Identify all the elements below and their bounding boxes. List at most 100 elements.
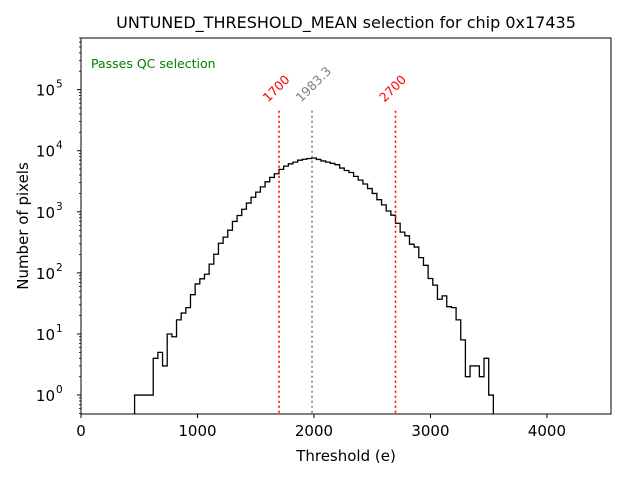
histogram-bin — [251, 197, 256, 414]
histogram-bin — [419, 258, 424, 414]
y-tick-label: 10 — [36, 265, 55, 283]
histogram-bin — [479, 377, 484, 414]
histogram-bin — [409, 244, 414, 414]
histogram-bin — [316, 159, 321, 414]
histogram-bin — [451, 308, 456, 414]
histogram-bin — [163, 366, 168, 414]
histogram-bin — [344, 170, 349, 414]
histogram-bin — [433, 285, 438, 414]
histogram-bin — [190, 295, 195, 414]
histogram-bin — [158, 352, 163, 414]
histogram-bin — [195, 284, 200, 414]
y-tick-label: 10 — [36, 204, 55, 222]
histogram-bin — [363, 184, 368, 414]
histogram-bin — [321, 161, 326, 414]
histogram-step-line — [133, 157, 494, 414]
histogram-bin — [186, 308, 191, 414]
histogram-bin — [330, 163, 335, 414]
histogram-bin — [144, 395, 149, 414]
histogram-bin — [288, 164, 293, 414]
histogram-bin — [242, 209, 247, 414]
histogram-bin — [340, 168, 345, 414]
qc-annotation: Passes QC selection — [91, 56, 216, 71]
threshold-label: 1700 — [260, 72, 293, 105]
x-tick-label: 0 — [76, 422, 86, 440]
histogram-bin — [135, 395, 140, 414]
histogram-bin — [139, 395, 144, 414]
histogram-bin — [428, 278, 433, 414]
y-tick-exponent: 0 — [56, 384, 63, 396]
y-tick-exponent: 3 — [56, 201, 63, 213]
axes-frame — [80, 37, 612, 415]
histogram-bin — [414, 247, 419, 414]
y-tick-exponent: 2 — [56, 262, 63, 274]
histogram-bin — [335, 165, 340, 414]
y-tick-label: 10 — [36, 143, 55, 161]
y-tick-label: 10 — [36, 82, 55, 100]
x-tick-label: 4000 — [528, 422, 566, 440]
histogram-bin — [437, 299, 442, 414]
histogram-bin — [405, 236, 410, 414]
histogram-bin — [400, 232, 405, 414]
histogram-bin — [423, 265, 428, 414]
histogram-bin — [177, 320, 182, 414]
histogram-bin — [489, 395, 494, 414]
histogram-bin — [358, 180, 363, 414]
histogram-bin — [181, 313, 186, 414]
y-tick-exponent: 5 — [56, 79, 63, 91]
histogram-bin — [442, 296, 447, 414]
histogram-bin — [204, 274, 209, 414]
chart-title: UNTUNED_THRESHOLD_MEAN selection for chi… — [116, 13, 576, 33]
x-tick-label: 3000 — [411, 422, 449, 440]
histogram-bin — [260, 187, 265, 414]
threshold-label: 1983.3 — [293, 63, 335, 105]
histogram-bin — [270, 177, 275, 414]
histogram-bin — [274, 174, 279, 414]
histogram-bin — [298, 160, 303, 414]
histogram-bin — [218, 243, 223, 414]
histogram-bin — [214, 254, 219, 414]
threshold-label: 2700 — [376, 72, 409, 105]
y-axis-label: Number of pixels — [14, 162, 32, 290]
histogram-bin — [354, 176, 359, 414]
histogram-bin — [223, 237, 228, 414]
histogram-bin — [368, 189, 373, 414]
y-tick-exponent: 4 — [56, 140, 63, 152]
histogram-bin — [167, 334, 172, 414]
histogram-bin — [153, 358, 158, 414]
histogram-bin — [237, 216, 242, 414]
histogram-bin — [209, 264, 214, 414]
histogram-bin — [465, 377, 470, 414]
x-tick-label: 1000 — [178, 422, 216, 440]
histogram-bin — [447, 307, 452, 414]
histogram-bin — [228, 230, 233, 414]
histogram-bin — [172, 337, 177, 414]
histogram-bin — [265, 182, 270, 414]
histogram-bin — [307, 159, 312, 414]
histogram-bin — [349, 172, 354, 414]
y-tick-label: 10 — [36, 326, 55, 344]
histogram-bin — [382, 205, 387, 414]
histogram-bin — [302, 159, 307, 414]
histogram-bin — [386, 211, 391, 414]
y-tick-label: 10 — [36, 387, 55, 405]
y-tick-exponent: 1 — [56, 323, 63, 335]
histogram-bin — [456, 320, 461, 414]
x-tick-label: 2000 — [295, 422, 333, 440]
histogram-bin — [372, 193, 377, 414]
x-axis-label: Threshold (e) — [295, 447, 396, 465]
histogram-bin — [475, 366, 480, 414]
histogram-bin — [232, 221, 237, 414]
histogram-bin — [391, 215, 396, 414]
histogram-bin — [284, 166, 289, 414]
histogram-bin — [484, 358, 489, 414]
histogram-bin — [377, 200, 382, 414]
histogram-bin — [293, 162, 298, 414]
histogram-bin — [470, 366, 475, 414]
histogram-bin — [246, 203, 251, 414]
histogram-bin — [461, 340, 466, 414]
histogram-bin — [326, 162, 331, 414]
histogram-bin — [149, 395, 154, 414]
histogram-bin — [256, 192, 261, 414]
